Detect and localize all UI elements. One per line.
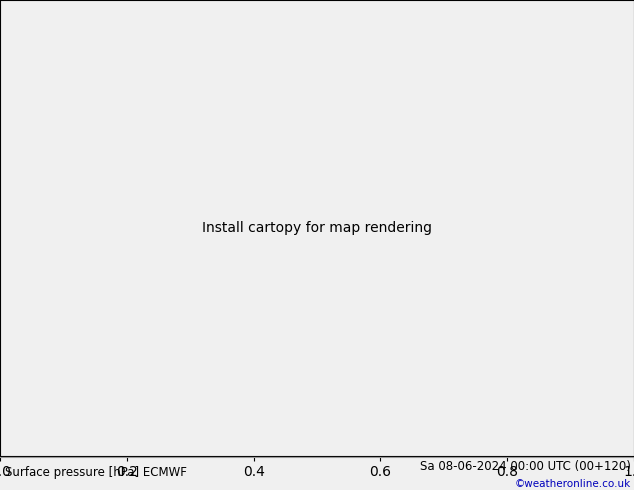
Text: Sa 08-06-2024 00:00 UTC (00+120): Sa 08-06-2024 00:00 UTC (00+120) bbox=[420, 460, 631, 473]
Text: Surface pressure [hPa] ECMWF: Surface pressure [hPa] ECMWF bbox=[5, 466, 187, 479]
Text: ©weatheronline.co.uk: ©weatheronline.co.uk bbox=[515, 479, 631, 489]
Text: Install cartopy for map rendering: Install cartopy for map rendering bbox=[202, 221, 432, 235]
